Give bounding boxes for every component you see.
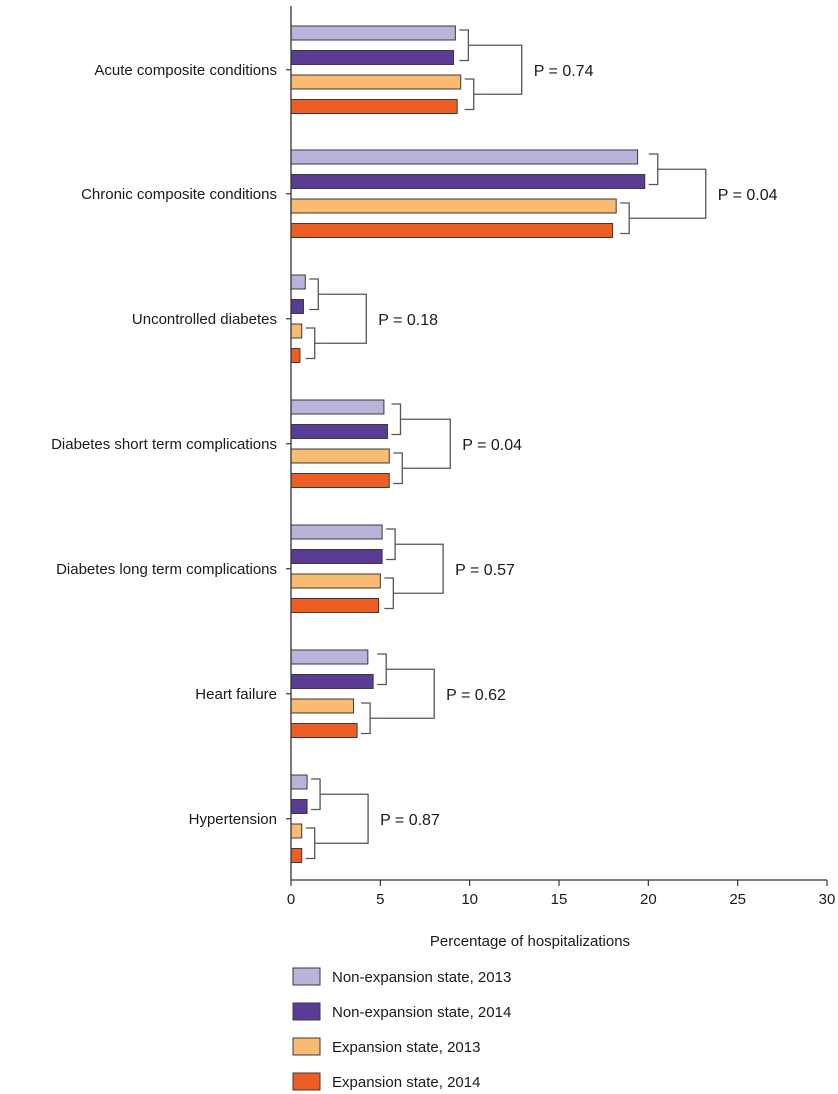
p-value-label: P = 0.18	[378, 312, 438, 329]
bar-acute-composite-conditions-expansion-state-2013	[290, 74, 462, 90]
legend: Non-expansion state, 2013 Non-expansion s…	[292, 967, 511, 1091]
bar-acute-composite-conditions-expansion-state-2014	[290, 99, 458, 114]
bar-heart-failure-non-expansion-state-2014	[290, 674, 374, 689]
bracket-nonexpansion	[386, 528, 404, 561]
legend-swatch-expansion-state-2014	[292, 1072, 321, 1091]
bracket-comparison	[637, 168, 707, 219]
bracket-expansion	[305, 827, 323, 860]
x-axis: 0 5 10 15 20 25 30	[286, 6, 835, 908]
bracket-expansion	[464, 78, 482, 111]
bracket-expansion	[305, 327, 323, 360]
bar-diabetes-short-term-complications-non-expansion-state-2014	[290, 424, 388, 439]
p-value-label: P = 0.74	[534, 63, 594, 80]
category-label: Acute composite conditions	[94, 62, 277, 79]
bar-diabetes-short-term-complications-expansion-state-2014	[290, 473, 390, 488]
bar-hypertension-expansion-state-2014	[290, 848, 303, 863]
x-tick-label: 10	[461, 891, 478, 908]
legend-label: Expansion state, 2013	[332, 1039, 480, 1056]
x-tick-label: 25	[729, 891, 746, 908]
bar-acute-composite-conditions-non-expansion-state-2013	[290, 25, 456, 41]
brackets-layer	[305, 29, 707, 860]
bar-uncontrolled-diabetes-expansion-state-2014	[290, 348, 301, 363]
legend-label: Non-expansion state, 2013	[332, 969, 511, 986]
bar-heart-failure-non-expansion-state-2013	[290, 649, 369, 665]
legend-label: Non-expansion state, 2014	[332, 1004, 511, 1021]
bar-diabetes-short-term-complications-non-expansion-state-2013	[290, 399, 385, 415]
bracket-nonexpansion	[377, 653, 395, 686]
bracket-expansion	[393, 452, 411, 485]
bar-chronic-composite-conditions-expansion-state-2013	[290, 198, 617, 214]
category-label: Chronic composite conditions	[81, 186, 277, 203]
p-value-label: P = 0.04	[718, 187, 778, 204]
category-label: Heart failure	[195, 686, 277, 703]
bar-diabetes-long-term-complications-expansion-state-2013	[290, 573, 381, 589]
bar-uncontrolled-diabetes-non-expansion-state-2014	[290, 299, 305, 314]
p-value-label: P = 0.57	[455, 562, 515, 579]
legend-swatch-non-expansion-state-2013	[292, 967, 321, 986]
category-label: Diabetes long term complications	[56, 561, 277, 578]
bar-uncontrolled-diabetes-non-expansion-state-2013	[290, 274, 306, 290]
bracket-nonexpansion	[309, 278, 327, 311]
bar-chronic-composite-conditions-non-expansion-state-2013	[290, 149, 639, 165]
legend-swatch-non-expansion-state-2014	[292, 1002, 321, 1021]
bar-uncontrolled-diabetes-expansion-state-2013	[290, 323, 303, 339]
x-tick-label: 0	[287, 891, 295, 908]
bar-diabetes-long-term-complications-non-expansion-state-2014	[290, 549, 383, 564]
bracket-comparison	[322, 793, 369, 844]
bar-diabetes-short-term-complications-expansion-state-2013	[290, 448, 390, 464]
category-label: Diabetes short term complications	[51, 436, 277, 453]
bar-chronic-composite-conditions-non-expansion-state-2014	[290, 174, 646, 189]
bracket-comparison	[378, 668, 435, 719]
bracket-comparison	[401, 543, 444, 594]
x-tick-label: 15	[551, 891, 568, 908]
p-value-label: P = 0.87	[380, 812, 440, 829]
bar-heart-failure-expansion-state-2014	[290, 723, 358, 738]
category-label: Hypertension	[189, 811, 277, 828]
bar-chronic-composite-conditions-expansion-state-2014	[290, 223, 614, 238]
x-tick-label: 20	[640, 891, 657, 908]
bar-acute-composite-conditions-non-expansion-state-2014	[290, 50, 455, 65]
bar-hypertension-expansion-state-2013	[290, 823, 303, 839]
p-value-labels: P = 0.74 P = 0.04 P = 0.18 P = 0.04 P = 0.57…	[378, 63, 777, 829]
bracket-nonexpansion	[311, 778, 329, 811]
bar-heart-failure-expansion-state-2013	[290, 698, 355, 714]
bracket-nonexpansion	[648, 153, 666, 186]
bracket-nonexpansion	[459, 29, 477, 62]
bracket-comparison	[408, 418, 451, 469]
p-value-label: P = 0.04	[462, 437, 522, 454]
category-labels: Acute composite conditions Chronic compos…	[51, 62, 277, 828]
bracket-comparison	[322, 293, 367, 344]
bracket-expansion	[361, 702, 379, 735]
bar-hypertension-non-expansion-state-2013	[290, 774, 308, 790]
legend-label: Expansion state, 2014	[332, 1074, 480, 1091]
x-tick-label: 5	[376, 891, 384, 908]
category-label: Uncontrolled diabetes	[132, 311, 277, 328]
x-axis-title: Percentage of hospitalizations	[430, 933, 630, 950]
x-tick-label: 30	[819, 891, 836, 908]
bar-hypertension-non-expansion-state-2014	[290, 799, 308, 814]
bracket-expansion	[620, 202, 638, 235]
legend-swatch-expansion-state-2013	[292, 1037, 321, 1056]
bracket-comparison	[476, 44, 523, 95]
bar-diabetes-long-term-complications-expansion-state-2014	[290, 598, 380, 613]
p-value-label: P = 0.62	[446, 687, 506, 704]
bracket-nonexpansion	[391, 403, 409, 436]
bracket-expansion	[384, 577, 402, 610]
bar-diabetes-long-term-complications-non-expansion-state-2013	[290, 524, 383, 540]
